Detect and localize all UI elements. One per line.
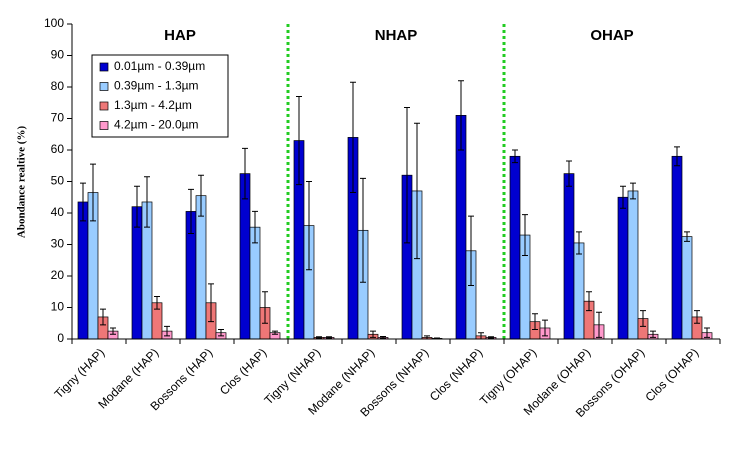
y-tick-label: 0 bbox=[57, 331, 64, 345]
error-bar bbox=[242, 147, 248, 200]
error-bar bbox=[404, 106, 410, 244]
error-bar bbox=[188, 188, 194, 234]
legend-label: 0.01µm - 0.39µm bbox=[114, 59, 205, 73]
error-bar bbox=[694, 310, 700, 324]
error-bar bbox=[218, 329, 224, 337]
error-bar bbox=[488, 336, 494, 339]
error-bar bbox=[522, 214, 528, 257]
bar bbox=[195, 195, 207, 340]
legend-swatch bbox=[99, 62, 109, 72]
error-bar bbox=[164, 325, 170, 337]
x-tick-label: Tigny (HAP) bbox=[52, 345, 108, 401]
legend-swatch bbox=[99, 121, 109, 130]
legend-swatch bbox=[99, 82, 109, 91]
legend-label: 1.3µm - 4.2µm bbox=[114, 98, 192, 112]
y-tick-label: 30 bbox=[51, 237, 65, 251]
y-tick-label: 10 bbox=[51, 300, 65, 314]
legend-box bbox=[91, 54, 229, 138]
legend-swatch bbox=[99, 101, 109, 111]
bar bbox=[509, 155, 521, 340]
legend-label: 4.2µm - 20.0µm bbox=[114, 118, 199, 132]
error-bar bbox=[640, 310, 646, 327]
x-tick-label: Clos (OHAP) bbox=[642, 345, 701, 404]
section-label: NHAP bbox=[375, 27, 418, 44]
error-bar bbox=[144, 176, 150, 228]
error-bar bbox=[296, 95, 302, 186]
y-tick-label: 80 bbox=[51, 79, 65, 93]
error-bar bbox=[576, 231, 582, 255]
y-tick-label: 50 bbox=[51, 174, 65, 188]
bar bbox=[249, 226, 261, 340]
error-bar bbox=[350, 81, 356, 194]
error-bar bbox=[458, 80, 464, 151]
error-bar bbox=[586, 291, 592, 312]
error-bar bbox=[532, 313, 538, 331]
error-bar bbox=[252, 210, 258, 244]
error-bar bbox=[596, 311, 602, 338]
error-bar bbox=[512, 149, 518, 164]
error-bar bbox=[380, 335, 386, 339]
error-bar bbox=[134, 185, 140, 228]
error-bar bbox=[100, 308, 106, 326]
legend-label: 0.39µm - 1.3µm bbox=[114, 79, 199, 93]
error-bar bbox=[80, 182, 86, 222]
y-axis-label: Abondance realtive (%) bbox=[16, 126, 28, 239]
x-tick-label: Clos (NHAP) bbox=[427, 345, 485, 403]
y-tick-label: 100 bbox=[44, 16, 64, 30]
section-label: HAP bbox=[164, 27, 196, 44]
bar bbox=[627, 190, 639, 340]
error-bar bbox=[684, 231, 690, 242]
error-bar bbox=[154, 295, 160, 310]
x-tick-label: Clos (HAP) bbox=[217, 345, 269, 397]
bar bbox=[77, 201, 89, 340]
error-bar bbox=[468, 215, 474, 286]
error-bar bbox=[262, 291, 268, 324]
bar bbox=[617, 196, 629, 340]
error-bar bbox=[198, 174, 204, 217]
error-bar bbox=[542, 319, 548, 337]
y-tick-label: 20 bbox=[51, 268, 65, 282]
y-tick-label: 60 bbox=[51, 142, 65, 156]
error-bar bbox=[370, 330, 376, 338]
error-bar bbox=[674, 146, 680, 167]
error-bar bbox=[566, 160, 572, 187]
y-tick-label: 90 bbox=[51, 48, 65, 62]
error-bar bbox=[360, 177, 366, 283]
bar bbox=[681, 236, 693, 340]
error-bar bbox=[630, 182, 636, 200]
error-bar bbox=[90, 163, 96, 222]
error-bar bbox=[414, 122, 420, 260]
error-bar bbox=[650, 330, 656, 338]
bar bbox=[573, 242, 585, 340]
error-bar bbox=[704, 327, 710, 338]
error-bar bbox=[620, 185, 626, 209]
bar bbox=[563, 173, 575, 340]
y-tick-label: 40 bbox=[51, 205, 65, 219]
section-label: OHAP bbox=[590, 27, 633, 44]
error-bar bbox=[110, 327, 116, 335]
error-bar bbox=[316, 336, 322, 339]
bar bbox=[671, 155, 683, 340]
error-bar bbox=[208, 283, 214, 323]
y-tick-label: 70 bbox=[51, 111, 65, 125]
error-bar bbox=[326, 336, 332, 339]
error-bar bbox=[306, 181, 312, 271]
error-bar bbox=[272, 330, 278, 335]
